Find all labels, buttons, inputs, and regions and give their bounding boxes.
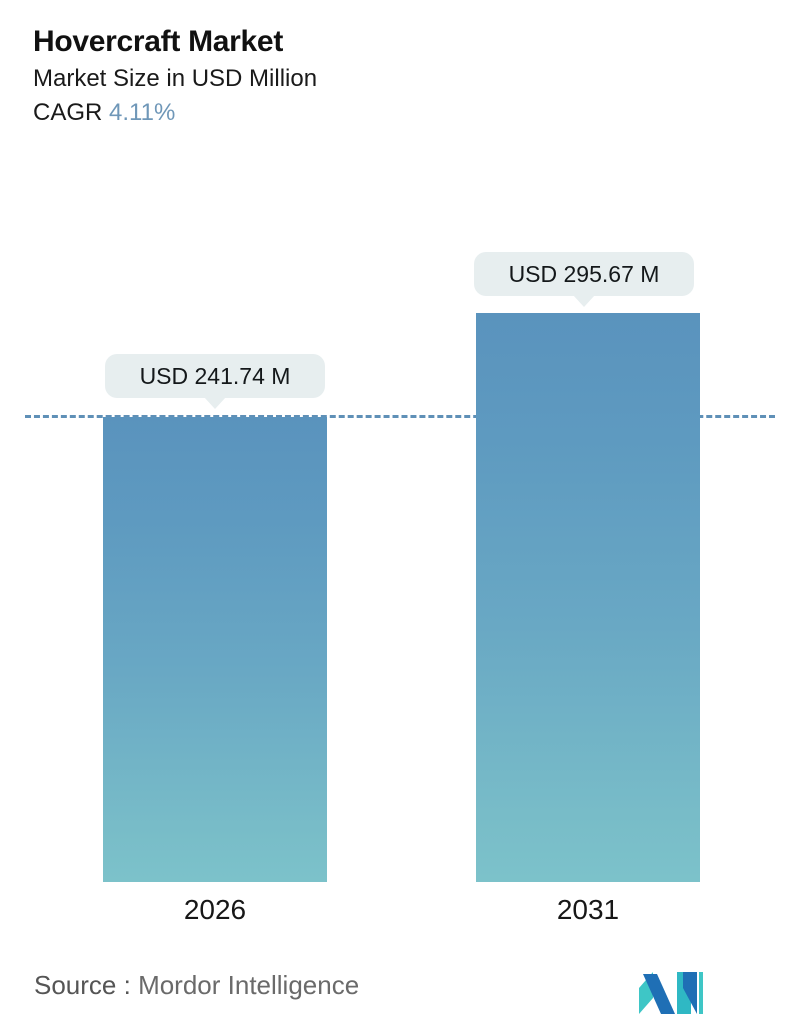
reference-dashed-line [25,415,775,418]
source-value: Mordor Intelligence [138,970,360,1000]
chart-subtitle: Market Size in USD Million [33,65,318,92]
cagr-line: CAGR 4.11% [33,96,753,130]
category-label-2031: 2031 [556,894,620,925]
value-label-2031: USD 295.67 M [474,252,694,307]
chart-header: Hovercraft Market Market Size in USD Mil… [33,22,753,130]
cagr-value: 4.11% [109,99,176,126]
chart-plot-area: USD 241.74 M USD 295.67 M 2026 2031 [25,252,775,925]
source-label: Source : [34,970,131,1000]
source-attribution: Source : Mordor Intelligence [34,970,359,1001]
page-title: Hovercraft Market [33,25,284,58]
category-label-2026: 2026 [183,894,247,925]
value-label-2026: USD 241.74 M [105,354,325,409]
bar-2026[interactable] [103,417,327,882]
cagr-label: CAGR [33,99,103,126]
bar-2031[interactable] [476,313,700,882]
mordor-intelligence-logo-icon [637,970,705,1016]
chart-footer: Source : Mordor Intelligence [0,970,796,1034]
